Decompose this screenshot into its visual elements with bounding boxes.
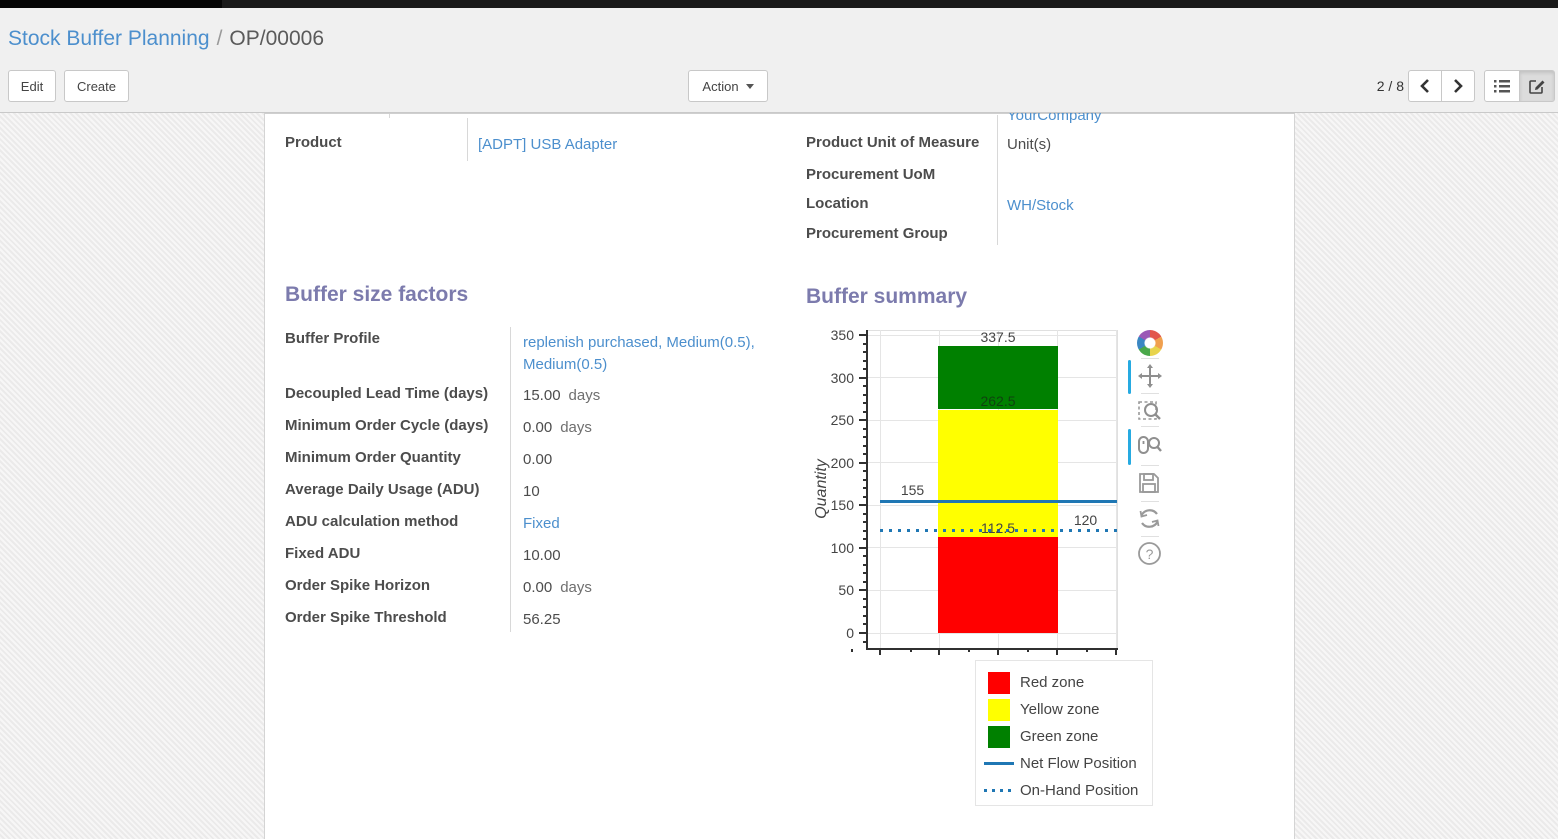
toolbar-divider xyxy=(1141,501,1159,502)
toolbar-divider xyxy=(1141,426,1159,427)
box-zoom-tool-icon[interactable] xyxy=(1137,397,1163,423)
field-value-minimum-order-cycle: 0.00 xyxy=(523,419,553,436)
field-suffix-order-spike-horizon: days xyxy=(560,579,592,596)
chart-x-axis-line xyxy=(866,648,1118,650)
field-value-average-daily-usage: 10 xyxy=(523,483,540,500)
field-value-decoupled-lead-time: 15.00 xyxy=(523,387,561,404)
form-view-button-active[interactable] xyxy=(1519,70,1555,102)
field-label-order-spike-threshold: Order Spike Threshold xyxy=(285,609,447,626)
legend-item: Red zone xyxy=(988,669,1152,696)
chart-y-axis-title: Quantity xyxy=(813,459,830,519)
field-label-product-unit-of-measure: Product Unit of Measure xyxy=(806,134,980,151)
chart-y-axis-line xyxy=(866,330,868,650)
product-field-label: Product xyxy=(285,134,342,151)
clipped-company-link[interactable]: YourCompany xyxy=(1007,113,1102,124)
legend-label: Red zone xyxy=(1020,674,1085,691)
field-suffix-decoupled-lead-time: days xyxy=(568,387,601,404)
list-view-button[interactable] xyxy=(1484,70,1520,102)
form-content-area: YourCompany Product [ADPT] USB Adapter P… xyxy=(0,113,1558,839)
breadcrumb: Stock Buffer Planning / OP/00006 xyxy=(8,27,324,51)
control-panel: Edit Create Action 2 / 8 xyxy=(0,62,1558,113)
legend-swatch xyxy=(988,671,1010,694)
previous-record-button[interactable] xyxy=(1408,70,1442,102)
wheel-zoom-tool-icon[interactable] xyxy=(1137,432,1163,458)
record-pager: 2 / 8 xyxy=(1376,78,1404,94)
clipped-row-border xyxy=(389,114,390,118)
field-label-buffer-profile: Buffer Profile xyxy=(285,330,381,347)
help-tool-icon[interactable]: ? xyxy=(1137,541,1163,567)
buffer-size-factors-title: Buffer size factors xyxy=(285,283,469,306)
toolbar-divider xyxy=(1141,358,1159,359)
field-label-minimum-order-quantity: Minimum Order Quantity xyxy=(285,449,461,466)
legend-label: On-Hand Position xyxy=(1020,782,1139,799)
chevron-right-icon xyxy=(1454,79,1463,93)
field-label-average-daily-usage: Average Daily Usage (ADU) xyxy=(285,481,480,498)
chevron-left-icon xyxy=(1420,79,1429,93)
legend-label: Yellow zone xyxy=(1020,701,1100,718)
bokeh-logo-icon[interactable] xyxy=(1137,330,1163,356)
toolbar-divider xyxy=(1141,536,1159,537)
form-edit-icon xyxy=(1529,80,1545,94)
next-record-button[interactable] xyxy=(1441,70,1475,102)
field-label-minimum-order-cycle: Minimum Order Cycle (days) xyxy=(285,417,489,434)
legend-item: Net Flow Position xyxy=(984,750,1152,777)
field-value-buffer-profile-link[interactable]: replenish purchased, Medium(0.5), Medium… xyxy=(523,334,755,373)
create-button[interactable]: Create xyxy=(64,70,129,102)
reset-tool-icon[interactable] xyxy=(1137,506,1163,532)
field-value-location-link[interactable]: WH/Stock xyxy=(1007,197,1074,214)
list-view-icon xyxy=(1494,80,1510,93)
legend-item: On-Hand Position xyxy=(984,777,1152,804)
field-label-decoupled-lead-time: Decoupled Lead Time (days) xyxy=(285,385,489,402)
field-suffix-minimum-order-cycle: days xyxy=(560,419,592,436)
field-value-order-spike-threshold: 56.25 xyxy=(523,611,561,628)
chart-legend: Red zone Yellow zone Green zone Net Flow Po… xyxy=(975,660,1153,806)
field-label-procurement-uom: Procurement UoM xyxy=(806,166,936,183)
product-group-separator xyxy=(467,118,468,161)
right-group-separator xyxy=(997,115,998,245)
field-value-fixed-adu: 10.00 xyxy=(523,547,561,564)
edit-button[interactable]: Edit xyxy=(8,70,56,102)
toolbar-divider xyxy=(1141,393,1159,394)
legend-label: Net Flow Position xyxy=(1020,755,1137,772)
pan-tool-icon[interactable] xyxy=(1137,363,1163,389)
action-dropdown-button[interactable]: Action xyxy=(688,70,768,102)
breadcrumb-parent-link[interactable]: Stock Buffer Planning xyxy=(8,27,210,50)
top-menu-bar xyxy=(0,0,1558,8)
legend-swatch xyxy=(988,725,1010,748)
buffer-factors-table: Buffer Profile replenish purchased, Medi… xyxy=(285,327,805,637)
product-field-value-link[interactable]: [ADPT] USB Adapter xyxy=(478,136,618,153)
field-label-location: Location xyxy=(806,195,869,212)
field-value-minimum-order-quantity: 0.00 xyxy=(523,451,553,468)
field-value-adu-calculation-method-link[interactable]: Fixed xyxy=(523,515,560,532)
factors-table-separator xyxy=(510,327,511,632)
field-label-procurement-group: Procurement Group xyxy=(806,225,948,242)
breadcrumb-row: Stock Buffer Planning / OP/00006 xyxy=(0,8,1558,62)
top-menu-bar-left-segment xyxy=(0,0,222,8)
legend-swatch xyxy=(984,789,1014,792)
breadcrumb-separator: / xyxy=(216,27,223,50)
pan-tool-active-indicator xyxy=(1128,360,1131,394)
field-label-adu-calculation-method: ADU calculation method xyxy=(285,513,459,530)
legend-swatch xyxy=(984,762,1014,765)
caret-down-icon xyxy=(745,83,754,89)
legend-label: Green zone xyxy=(1020,728,1099,745)
chart-plot-frame xyxy=(868,330,1118,649)
save-tool-icon[interactable] xyxy=(1137,471,1163,497)
breadcrumb-current: OP/00006 xyxy=(229,27,324,50)
action-label: Action xyxy=(702,78,739,94)
legend-item: Yellow zone xyxy=(988,696,1152,723)
legend-item: Green zone xyxy=(988,723,1152,750)
wheel-zoom-tool-active-indicator xyxy=(1128,429,1131,465)
field-label-fixed-adu: Fixed ADU xyxy=(285,545,361,562)
field-label-order-spike-horizon: Order Spike Horizon xyxy=(285,577,431,594)
field-value-product-unit-of-measure: Unit(s) xyxy=(1007,136,1052,153)
field-value-order-spike-horizon: 0.00 xyxy=(523,579,553,596)
buffer-summary-title: Buffer summary xyxy=(806,285,968,308)
svg-text:?: ? xyxy=(1146,546,1154,562)
legend-swatch xyxy=(988,698,1010,721)
toolbar-divider xyxy=(1141,465,1159,466)
